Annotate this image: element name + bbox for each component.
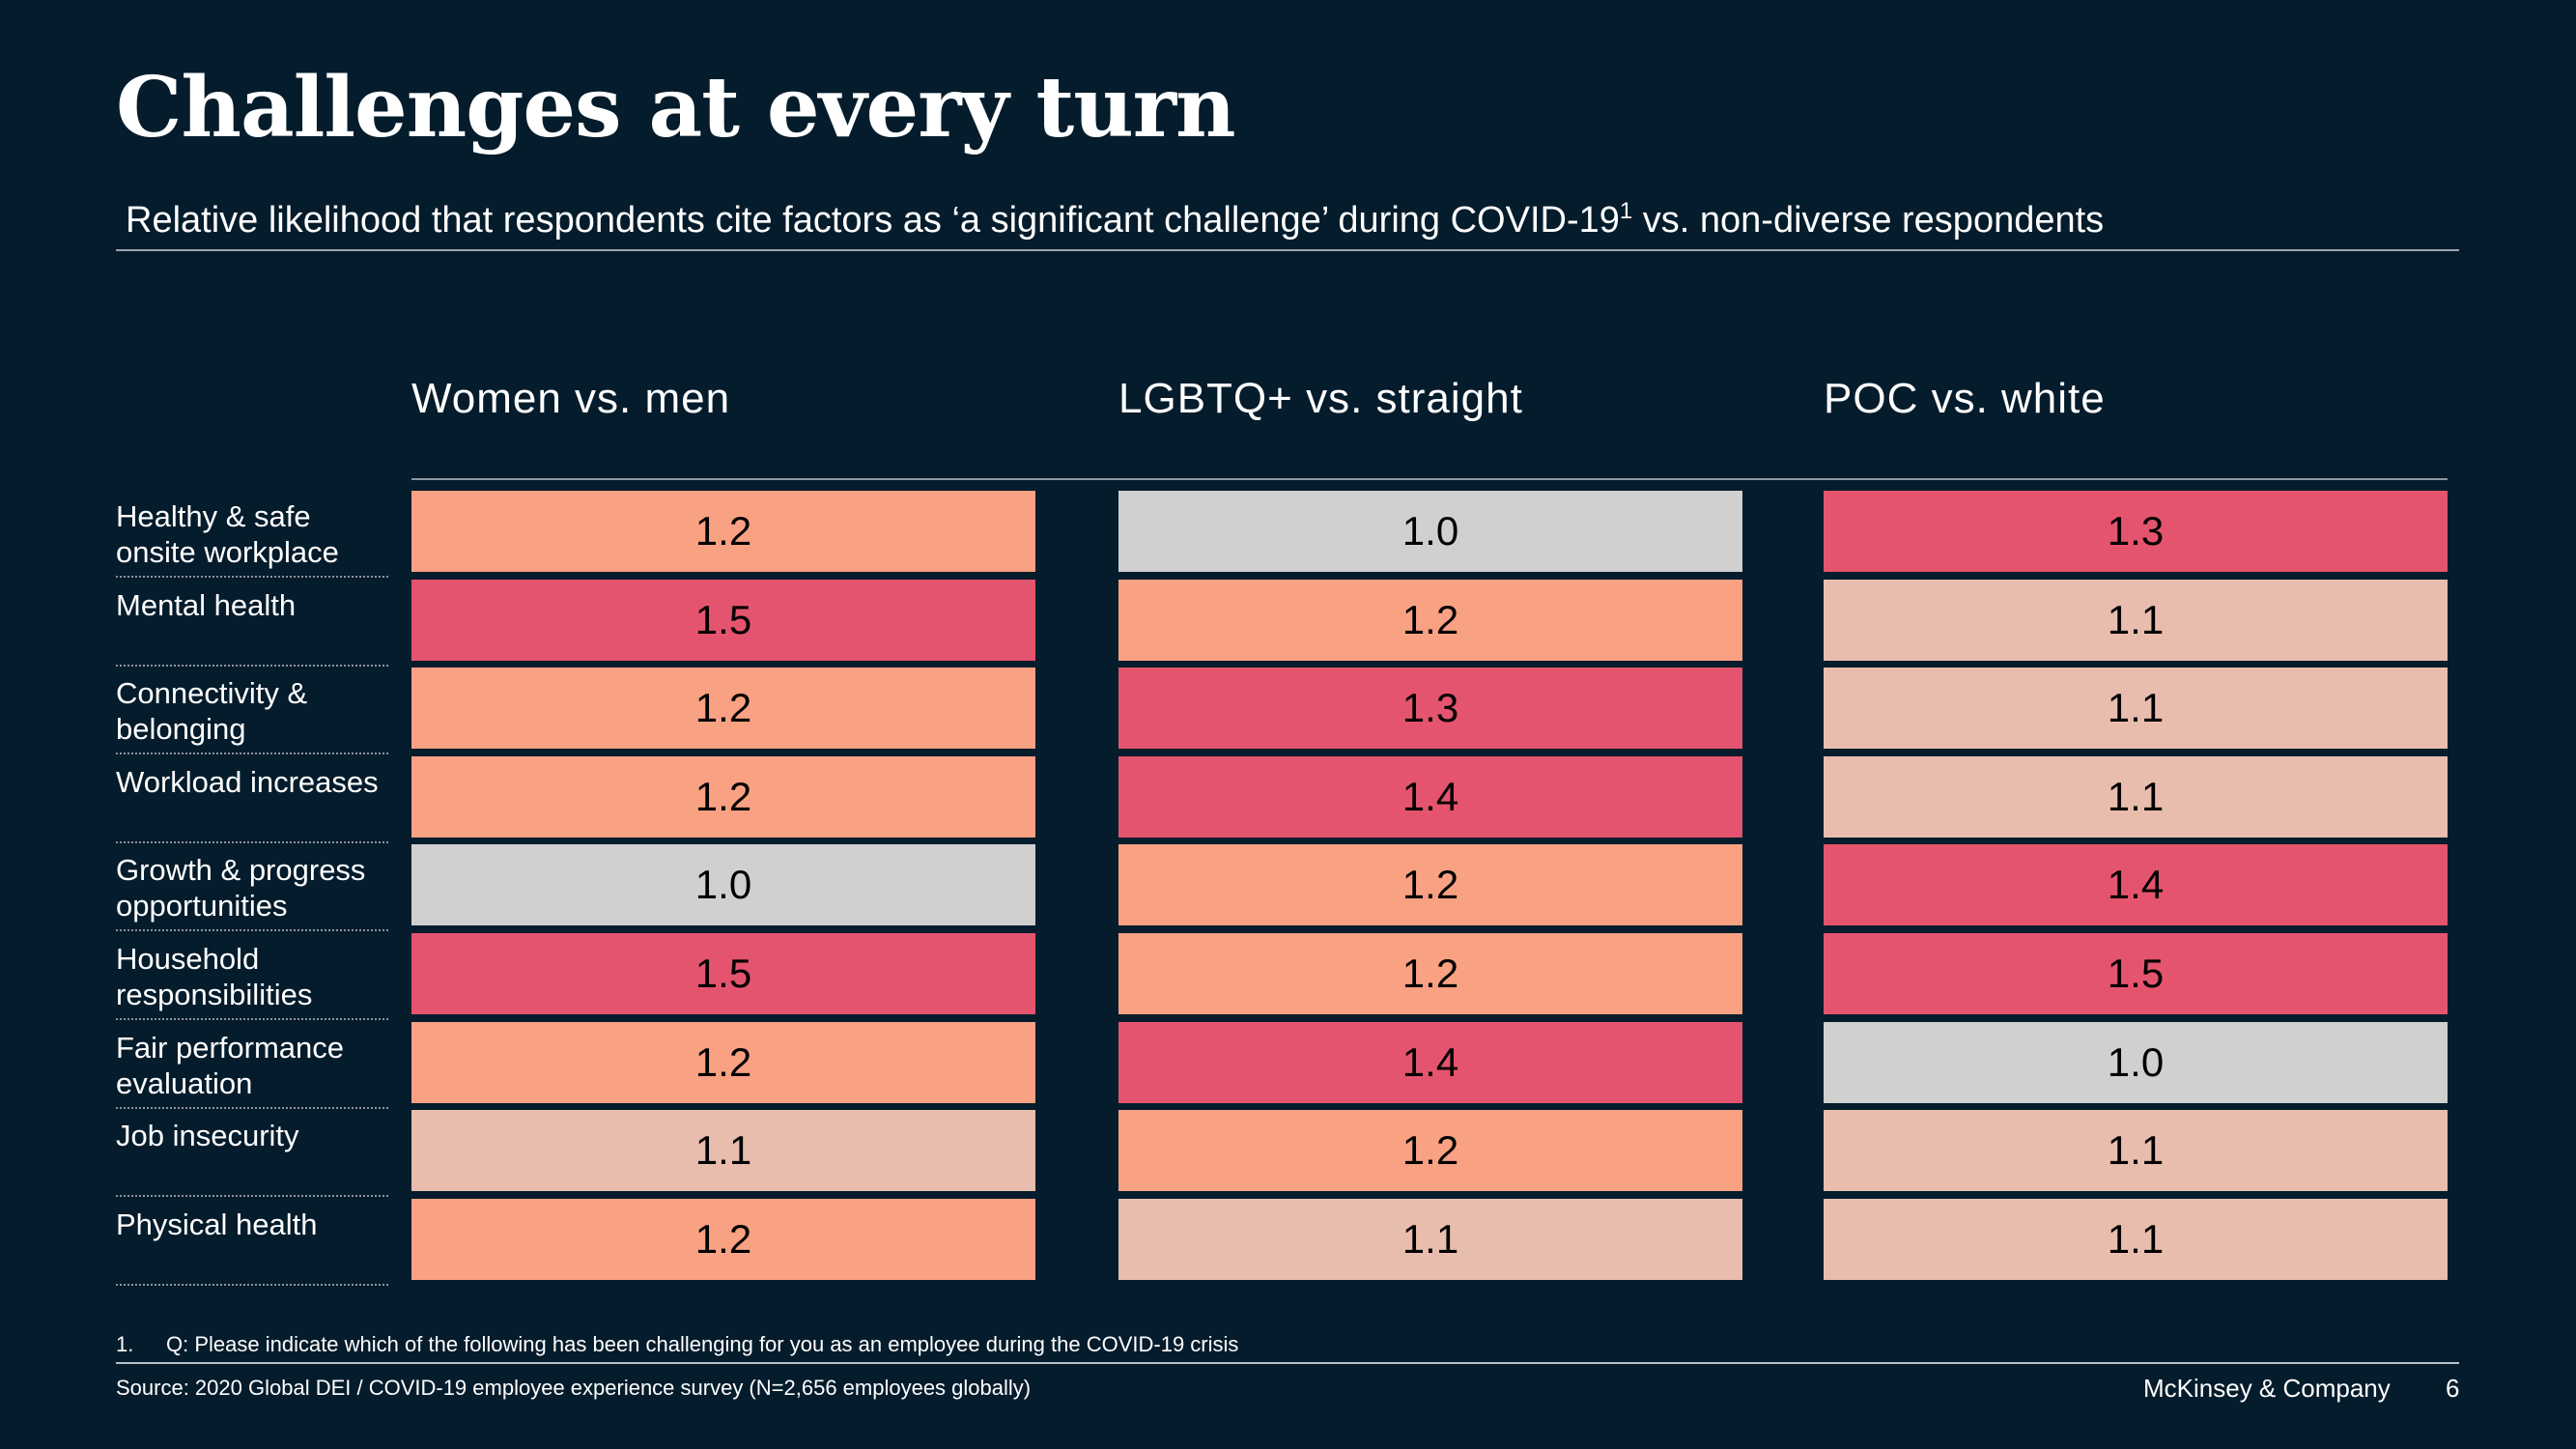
heatmap-cell: 1.3	[1824, 491, 2448, 572]
subtitle-footnote-marker: 1	[1619, 198, 1633, 224]
source-note: Source: 2020 Global DEI / COVID-19 emplo…	[116, 1376, 1032, 1400]
heatmap-cell: 1.2	[411, 1022, 1035, 1103]
heatmap-cell: 1.0	[1824, 1022, 2448, 1103]
heatmap-cell: 1.0	[411, 844, 1035, 925]
row-label-5: Household responsibilities	[116, 942, 313, 1011]
footnote-number: 1.	[116, 1332, 134, 1356]
row-separator	[116, 929, 388, 931]
row-label-4: Growth & progress opportunities	[116, 853, 366, 923]
heatmap-cell: 1.0	[1118, 491, 1742, 572]
footnote-text: Q: Please indicate which of the followin…	[166, 1332, 1239, 1356]
brand-name: McKinsey & Company	[2143, 1374, 2391, 1403]
heatmap-cell: 1.2	[411, 1199, 1035, 1280]
row-label-3: Workload increases	[116, 764, 379, 799]
row-separator	[116, 841, 388, 843]
column-header-2: POC vs. white	[1824, 375, 2106, 422]
row-label-6: Fair performance evaluation	[116, 1030, 345, 1100]
heatmap-cell: 1.2	[411, 668, 1035, 749]
heatmap-cell: 1.1	[1824, 580, 2448, 661]
heatmap-cell: 1.1	[1118, 1199, 1742, 1280]
row-label-8: Physical health	[116, 1207, 318, 1241]
row-label-1: Mental health	[116, 587, 297, 622]
subtitle: Relative likelihood that respondents cit…	[126, 197, 2104, 243]
row-separator	[116, 1284, 388, 1286]
column-header-1: LGBTQ+ vs. straight	[1118, 375, 1523, 422]
heatmap-cell: 1.2	[1118, 933, 1742, 1014]
heatmap-cell: 1.4	[1824, 844, 2448, 925]
page-number: 6	[2446, 1374, 2460, 1403]
heatmap-cell: 1.1	[1824, 1199, 2448, 1280]
heatmap-cell: 1.5	[1824, 933, 2448, 1014]
title-rule	[116, 249, 2459, 251]
heatmap-cell: 1.2	[1118, 1110, 1742, 1191]
row-separator	[116, 665, 388, 667]
row-separator	[116, 753, 388, 754]
row-label-0: Healthy & safe onsite workplace	[116, 499, 339, 569]
heatmap-cell: 1.5	[411, 580, 1035, 661]
page-title: Challenges at every turn	[116, 59, 1236, 156]
heatmap-cell: 1.2	[1118, 580, 1742, 661]
heatmap-cell: 1.4	[1118, 1022, 1742, 1103]
heatmap-cell: 1.1	[1824, 1110, 2448, 1191]
subtitle-tail: vs. non-diverse respondents	[1632, 200, 2105, 241]
row-label-7: Job insecurity	[116, 1119, 299, 1153]
heatmap-cell: 1.3	[1118, 668, 1742, 749]
row-separator	[116, 1107, 388, 1109]
column-header-rule	[411, 478, 2448, 480]
heatmap-cell: 1.1	[1824, 668, 2448, 749]
heatmap-cell: 1.2	[411, 756, 1035, 838]
row-label-2: Connectivity & belonging	[116, 676, 308, 747]
row-separator	[116, 576, 388, 578]
heatmap-cell: 1.5	[411, 933, 1035, 1014]
footer-rule	[116, 1362, 2459, 1364]
row-separator	[116, 1018, 388, 1020]
row-separator	[116, 1195, 388, 1197]
heatmap-cell: 1.2	[411, 491, 1035, 572]
heatmap-cell: 1.1	[411, 1110, 1035, 1191]
heatmap-cell: 1.2	[1118, 844, 1742, 925]
footnote: 1. Q: Please indicate which of the follow…	[116, 1332, 1238, 1357]
subtitle-text: Relative likelihood that respondents cit…	[126, 200, 1620, 241]
heatmap-cell: 1.1	[1824, 756, 2448, 838]
column-header-0: Women vs. men	[411, 375, 731, 422]
heatmap-cell: 1.4	[1118, 756, 1742, 838]
